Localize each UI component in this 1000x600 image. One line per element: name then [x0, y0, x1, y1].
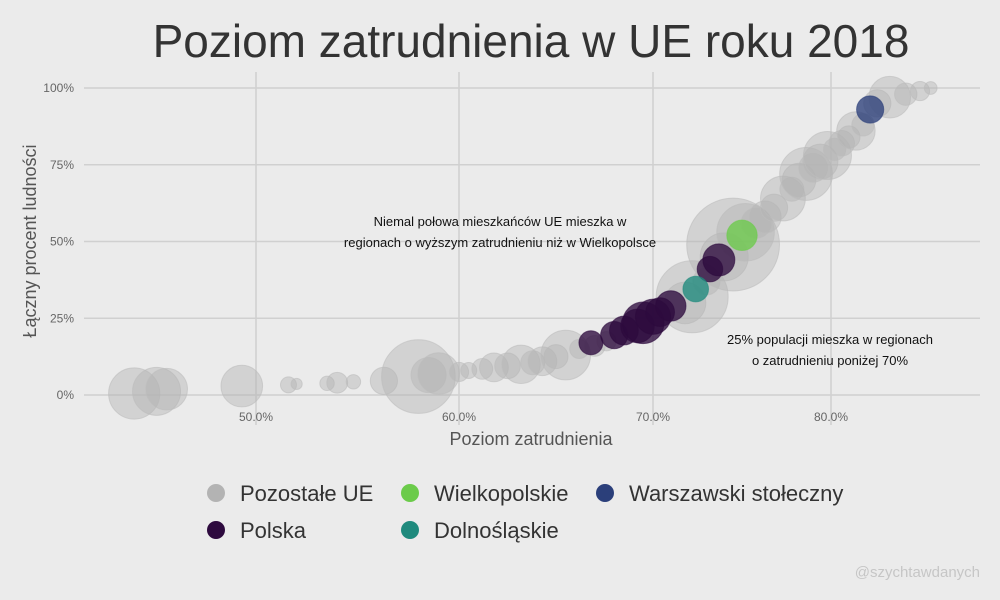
x-tick-label: 70.0% — [636, 410, 670, 424]
y-tick-label: 0% — [57, 388, 75, 402]
legend-swatch — [596, 484, 614, 502]
annotation-text: Niemal połowa mieszkańców UE mieszka w — [374, 214, 627, 229]
legend-label: Wielkopolskie — [434, 481, 569, 506]
data-point — [726, 219, 758, 252]
data-point — [479, 352, 509, 383]
data-point — [220, 364, 264, 408]
data-point — [345, 374, 362, 390]
series-group — [682, 275, 710, 303]
credit-text: @szychtawdanych — [855, 564, 980, 581]
data-point — [410, 356, 447, 394]
legend-swatch — [401, 484, 419, 502]
data-point — [702, 243, 736, 277]
legend-swatch — [401, 521, 419, 539]
legend-label: Warszawski stołeczny — [629, 481, 843, 506]
y-axis-title: Łączny procent ludności — [20, 144, 40, 337]
series-group — [856, 95, 885, 124]
legend-label: Dolnośląskie — [434, 518, 559, 543]
data-point — [290, 377, 303, 391]
data-point — [798, 152, 829, 183]
x-tick-label: 50.0% — [239, 410, 273, 424]
annotations: Niemal połowa mieszkańców UE mieszka w re… — [344, 214, 933, 368]
legend-label: Pozostałe UE — [240, 481, 373, 506]
data-point — [802, 143, 839, 180]
annotation-text: o zatrudnieniu poniżej 70% — [752, 353, 909, 368]
data-point — [748, 200, 782, 234]
data-point — [578, 330, 604, 356]
y-tick-label: 25% — [50, 311, 74, 325]
chart-title: Poziom zatrudnienia w UE roku 2018 — [153, 15, 910, 67]
data-point — [655, 290, 687, 322]
annotation-text: regionach o wyższym zatrudnieniu niż w W… — [344, 235, 656, 250]
series-group — [578, 243, 736, 356]
y-tick-label: 50% — [50, 235, 74, 249]
x-axis-title: Poziom zatrudnienia — [449, 429, 613, 449]
data-point — [779, 176, 805, 202]
data-point — [417, 352, 461, 395]
data-point — [460, 361, 478, 379]
legend-swatch — [207, 484, 225, 502]
data-point — [682, 275, 710, 303]
y-tick-label: 75% — [50, 158, 74, 172]
data-point — [781, 162, 817, 198]
data-point — [494, 352, 521, 380]
data-point — [894, 82, 918, 106]
data-point — [145, 367, 188, 411]
data-point — [856, 95, 885, 124]
tick-labels: 50.0% 60.0% 70.0% 80.0% 0% 25% 50% 75% 100% — [43, 81, 848, 424]
data-point — [923, 81, 938, 95]
data-point — [369, 366, 398, 395]
y-tick-label: 100% — [43, 81, 74, 95]
x-tick-label: 80.0% — [814, 410, 848, 424]
series-group — [726, 219, 758, 252]
legend-label: Polska — [240, 518, 307, 543]
gridlines — [84, 72, 980, 425]
data-point — [543, 344, 569, 370]
data-point — [326, 371, 349, 394]
x-tick-label: 60.0% — [442, 410, 476, 424]
data-points — [108, 75, 938, 420]
annotation-text: 25% populacji mieszka w regionach — [727, 332, 933, 347]
data-point — [108, 367, 161, 420]
legend: Pozostałe UE Wielkopolskie Warszawski stoł… — [207, 481, 843, 543]
legend-swatch — [207, 521, 225, 539]
data-point — [132, 366, 182, 416]
